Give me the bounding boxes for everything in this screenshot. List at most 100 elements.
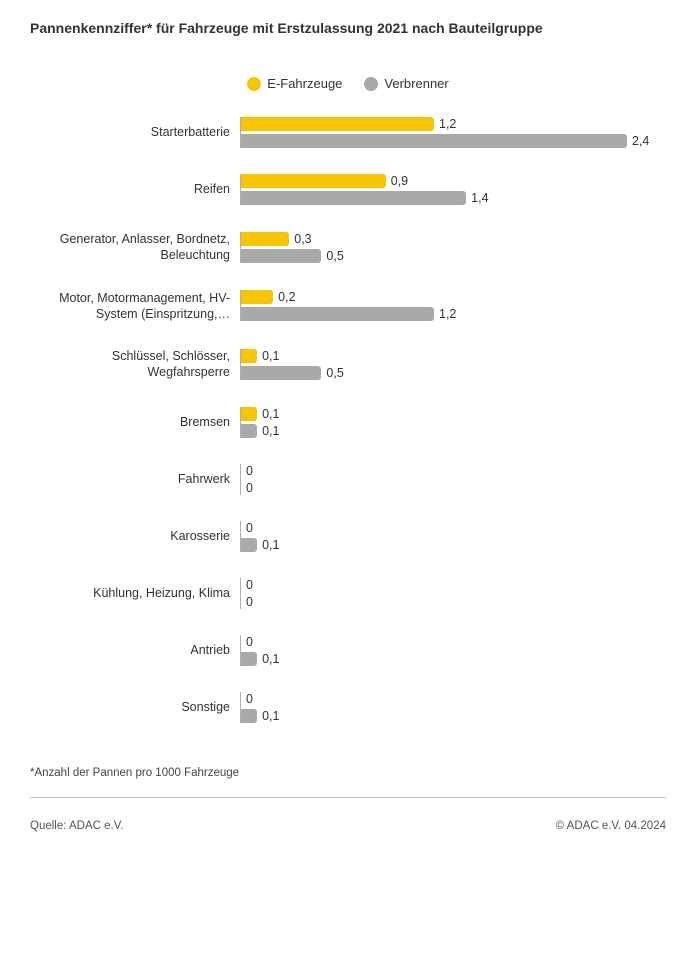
bar-value-series2: 2,4 — [632, 134, 649, 148]
bar-row-series1: 0 — [241, 635, 666, 649]
bar-series2 — [241, 249, 321, 263]
bar-value-series1: 0 — [246, 464, 253, 478]
bar-value-series1: 0,1 — [262, 349, 279, 363]
bar-value-series1: 0,1 — [262, 407, 279, 421]
bar-group: Fahrwerk00 — [30, 464, 666, 495]
bar-row-series1: 0,9 — [241, 174, 666, 188]
bar-group: Kühlung, Heizung, Klima00 — [30, 578, 666, 609]
category-label: Kühlung, Heizung, Klima — [30, 585, 240, 601]
bar-row-series1: 0 — [241, 578, 666, 592]
bar-pair: 1,22,4 — [240, 117, 666, 148]
bar-series1 — [241, 117, 434, 131]
bar-value-series1: 0,9 — [391, 174, 408, 188]
bar-pair: 0,2 1,2 — [240, 290, 666, 321]
bar-value-series2: 0,5 — [326, 249, 343, 263]
footnote: *Anzahl der Pannen pro 1000 Fahrzeuge — [30, 767, 666, 779]
bar-group: Reifen 0,9 1,4 — [30, 174, 666, 205]
bar-row-series1: 0,3 — [241, 232, 666, 246]
legend-item-series2: Verbrenner — [364, 76, 448, 91]
bar-value-series2: 0 — [246, 481, 253, 495]
bar-row-series2: 0 — [241, 595, 666, 609]
bar-pair: 00,1 — [240, 635, 666, 666]
bar-value-series2: 1,2 — [439, 307, 456, 321]
bar-row-series2: 0 — [241, 481, 666, 495]
bar-group: Schlüssel, Schlösser, Wegfahrsperre0,10,… — [30, 348, 666, 381]
bar-value-series2: 0,1 — [262, 652, 279, 666]
bar-series2 — [241, 424, 257, 438]
category-label: Motor, Motormanagement, HV-System (Einsp… — [30, 290, 240, 323]
bar-group: Karosserie00,1 — [30, 521, 666, 552]
bar-value-series2: 0,1 — [262, 709, 279, 723]
bar-pair: 00,1 — [240, 521, 666, 552]
bar-pair: 0,1 0,5 — [240, 349, 666, 380]
bar-series1 — [241, 232, 289, 246]
legend: E-Fahrzeuge Verbrenner — [30, 76, 666, 91]
bar-row-series1: 0 — [241, 521, 666, 535]
bar-row-series2: 0,1 — [241, 538, 666, 552]
bar-group: Generator, Anlasser, Bordnetz, Beleuchtu… — [30, 231, 666, 264]
footer-copyright: © ADAC e.V. 04.2024 — [556, 820, 666, 832]
bar-series2 — [241, 191, 466, 205]
category-label: Bremsen — [30, 414, 240, 430]
bar-series2 — [241, 134, 627, 148]
chart-title: Pannenkennziffer* für Fahrzeuge mit Erst… — [30, 20, 666, 36]
bar-row-series2: 0,1 — [241, 709, 666, 723]
category-label: Reifen — [30, 181, 240, 197]
bar-group: Motor, Motormanagement, HV-System (Einsp… — [30, 290, 666, 323]
bar-pair: 00 — [240, 578, 666, 609]
legend-label-series1: E-Fahrzeuge — [267, 76, 342, 91]
category-label: Antrieb — [30, 642, 240, 658]
bar-series2 — [241, 366, 321, 380]
bar-value-series2: 1,4 — [471, 191, 488, 205]
bar-row-series2: 2,4 — [241, 134, 666, 148]
category-label: Generator, Anlasser, Bordnetz, Beleuchtu… — [30, 231, 240, 264]
bar-row-series1: 0,2 — [241, 290, 666, 304]
bar-series1 — [241, 349, 257, 363]
bar-value-series2: 0 — [246, 595, 253, 609]
bar-row-series2: 1,2 — [241, 307, 666, 321]
bar-row-series1: 1,2 — [241, 117, 666, 131]
bar-group: Bremsen0,10,1 — [30, 407, 666, 438]
bar-series2 — [241, 538, 257, 552]
category-label: Schlüssel, Schlösser, Wegfahrsperre — [30, 348, 240, 381]
bar-value-series1: 0 — [246, 578, 253, 592]
bar-pair: 0,10,1 — [240, 407, 666, 438]
bar-row-series1: 0,1 — [241, 349, 666, 363]
bar-value-series1: 0,2 — [278, 290, 295, 304]
bar-group: Sonstige00,1 — [30, 692, 666, 723]
bar-row-series1: 0 — [241, 464, 666, 478]
bar-value-series1: 0 — [246, 692, 253, 706]
bar-pair: 0,9 1,4 — [240, 174, 666, 205]
bar-row-series2: 0,5 — [241, 366, 666, 380]
legend-dot-series2 — [364, 77, 378, 91]
divider — [30, 797, 666, 798]
bar-row-series1: 0 — [241, 692, 666, 706]
bar-pair: 0,3 0,5 — [240, 232, 666, 263]
bar-series1 — [241, 407, 257, 421]
bar-value-series2: 0,1 — [262, 424, 279, 438]
category-label: Sonstige — [30, 699, 240, 715]
category-label: Karosserie — [30, 528, 240, 544]
bar-row-series2: 0,1 — [241, 652, 666, 666]
bar-value-series1: 0,3 — [294, 232, 311, 246]
bar-series2 — [241, 652, 257, 666]
category-label: Starterbatterie — [30, 124, 240, 140]
legend-item-series1: E-Fahrzeuge — [247, 76, 342, 91]
bar-value-series1: 0 — [246, 635, 253, 649]
category-label: Fahrwerk — [30, 471, 240, 487]
bar-row-series2: 1,4 — [241, 191, 666, 205]
bar-pair: 00,1 — [240, 692, 666, 723]
bar-row-series1: 0,1 — [241, 407, 666, 421]
footer: Quelle: ADAC e.V. © ADAC e.V. 04.2024 — [30, 820, 666, 832]
bar-group: Antrieb00,1 — [30, 635, 666, 666]
legend-dot-series1 — [247, 77, 261, 91]
bar-value-series2: 0,1 — [262, 538, 279, 552]
bar-chart: Starterbatterie1,22,4Reifen0,91,4Generat… — [30, 117, 666, 723]
bar-series2 — [241, 307, 434, 321]
bar-series1 — [241, 290, 273, 304]
footer-source: Quelle: ADAC e.V. — [30, 820, 124, 832]
bar-value-series2: 0,5 — [326, 366, 343, 380]
bar-series1 — [241, 174, 386, 188]
bar-pair: 00 — [240, 464, 666, 495]
bar-row-series2: 0,1 — [241, 424, 666, 438]
